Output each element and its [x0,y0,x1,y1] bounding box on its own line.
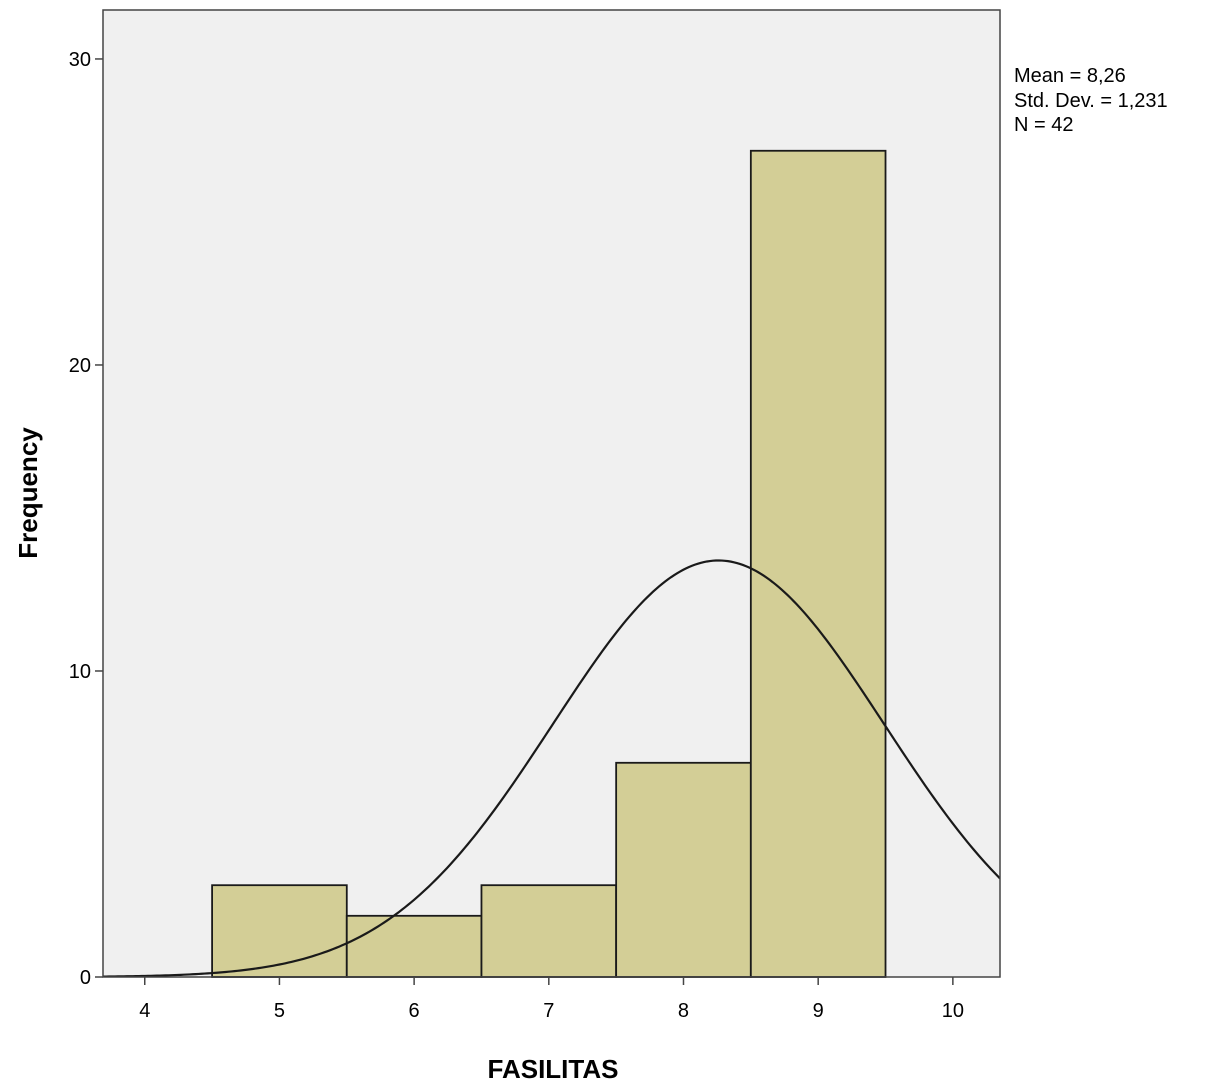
y-tick-label-20: 20 [69,355,91,377]
normal-curve [103,559,1000,977]
x-axis: 4 5 6 7 8 9 10 [139,977,964,1022]
stats-n: N = 42 [1014,114,1073,136]
y-axis-title: Frequency [13,427,43,559]
x-tick-label-5: 5 [274,1000,285,1022]
x-axis-title: FASILITAS [488,1054,619,1084]
histogram-bar-2 [345,914,483,978]
histogram-bar-4 [615,761,752,978]
x-tick-label-6: 6 [409,1000,420,1022]
histogram-bar-3 [480,884,618,978]
y-tick-label-10: 10 [69,661,91,683]
y-axis: 0 10 20 30 [69,49,103,989]
x-tick-label-8: 8 [678,1000,689,1022]
y-tick-label-30: 30 [69,49,91,71]
x-tick-label-4: 4 [139,1000,150,1022]
x-tick-label-7: 7 [543,1000,554,1022]
x-tick-label-10: 10 [942,1000,964,1022]
histogram-bar-5 [749,149,887,978]
plot-frame [102,9,1001,978]
x-tick-label-9: 9 [813,1000,824,1022]
y-tick-label-0: 0 [80,967,91,989]
stats-mean: Mean = 8,26 [1014,65,1126,87]
stats-std-dev: Std. Dev. = 1,231 [1014,90,1168,112]
histogram-bar-1 [211,884,348,978]
stats-legend: Mean = 8,26 Std. Dev. = 1,231 N = 42 [1014,65,1168,136]
bars-group [211,149,887,978]
